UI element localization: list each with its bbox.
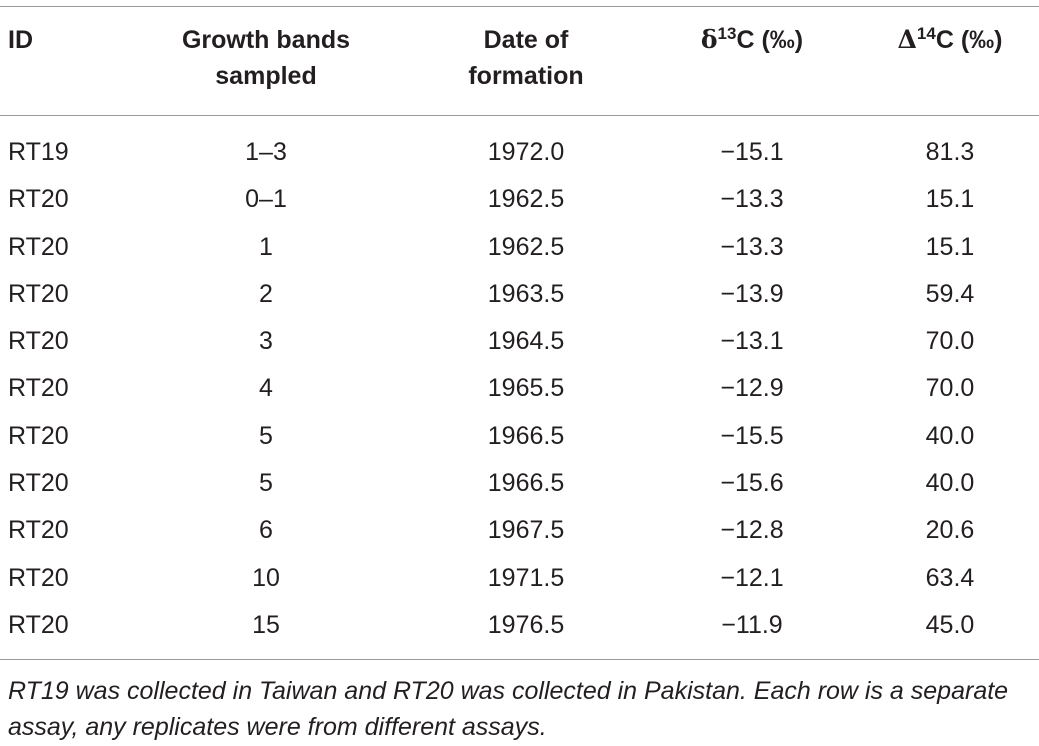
cell-delta13c: −12.8: [720, 516, 784, 545]
cell-growth-bands: 5: [259, 421, 273, 450]
cell-id: RT20: [8, 185, 69, 214]
cell-growth-bands: 1: [259, 232, 273, 261]
table-bottom-rule: [0, 659, 1039, 660]
cell-growth-bands: 4: [259, 374, 273, 403]
cell-date: 1966.5: [487, 421, 565, 450]
cell-date: 1965.5: [487, 374, 565, 403]
header-cap-delta14c: Δ14C (‰): [897, 24, 1003, 54]
cell-delta14c: 70.0: [925, 327, 975, 356]
cell-date: 1966.5: [487, 469, 565, 498]
cell-id: RT20: [8, 469, 69, 498]
cell-id: RT20: [8, 563, 69, 592]
header-delta13c: δ13C (‰): [700, 24, 804, 54]
cell-delta13c: −13.3: [720, 185, 784, 214]
cell-growth-bands: 1–3: [245, 138, 287, 166]
cell-delta13c: −13.3: [720, 232, 784, 261]
cell-id: RT20: [8, 374, 69, 403]
table-row: RT20 1 1962.5 −13.3 15.1: [0, 224, 1039, 271]
cell-date: 1976.5: [487, 610, 565, 639]
cell-delta13c: −12.9: [720, 374, 784, 403]
cell-delta14c: 15.1: [925, 232, 975, 261]
cell-id: RT20: [8, 610, 69, 639]
table-row: RT20 6 1967.5 −12.8 20.6: [0, 507, 1039, 554]
cell-date: 1962.5: [487, 232, 565, 261]
cell-growth-bands: 0–1: [245, 185, 287, 214]
table-row: RT20 10 1971.5 −12.1 63.4: [0, 555, 1039, 602]
cell-date: 1964.5: [487, 327, 565, 356]
table-row: RT20 15 1976.5 −11.9 45.0: [0, 602, 1039, 649]
table-row: RT20 2 1963.5 −13.9 59.4: [0, 271, 1039, 318]
table-header-row: ID Growth bands sampled Date of formatio…: [0, 22, 1039, 102]
table-header-rule: [0, 115, 1039, 116]
cell-delta14c: 20.6: [925, 516, 975, 545]
cell-delta14c: 59.4: [925, 279, 975, 308]
cell-id: RT20: [8, 279, 69, 308]
cell-id: RT19: [8, 138, 69, 166]
table-row: RT20 5 1966.5 −15.6 40.0: [0, 460, 1039, 507]
table-row: RT20 4 1965.5 −12.9 70.0: [0, 365, 1039, 412]
table-row: RT20 5 1966.5 −15.5 40.0: [0, 413, 1039, 460]
cell-date: 1962.5: [487, 185, 565, 214]
cell-id: RT20: [8, 232, 69, 261]
table-row: RT19 1–3 1972.0 −15.1 81.3: [0, 129, 1039, 176]
cell-delta13c: −13.1: [720, 327, 784, 356]
table-row: RT20 0–1 1962.5 −13.3 15.1: [0, 176, 1039, 223]
cell-id: RT20: [8, 516, 69, 545]
cell-delta13c: −15.5: [720, 421, 784, 450]
cell-date: 1963.5: [487, 279, 565, 308]
cell-delta13c: −11.9: [721, 610, 783, 639]
cell-id: RT20: [8, 421, 69, 450]
cell-delta14c: 81.3: [925, 138, 975, 166]
header-growth-bands: Growth bands sampled: [181, 26, 351, 90]
cell-delta14c: 70.0: [925, 374, 975, 403]
cell-growth-bands: 10: [252, 563, 280, 592]
cell-delta14c: 40.0: [925, 421, 975, 450]
cell-delta13c: −15.6: [720, 469, 784, 498]
cell-id: RT20: [8, 327, 69, 356]
table-body: RT19 1–3 1972.0 −15.1 81.3 RT20 0–1 1962…: [0, 129, 1039, 649]
table-row: RT20 3 1964.5 −13.1 70.0: [0, 318, 1039, 365]
cell-date: 1967.5: [487, 516, 565, 545]
cell-growth-bands: 2: [259, 279, 273, 308]
cell-delta14c: 63.4: [925, 563, 975, 592]
cell-delta14c: 45.0: [925, 610, 975, 639]
cell-date: 1972.0: [487, 138, 565, 166]
cell-delta13c: −15.1: [720, 138, 784, 166]
header-date-of-formation: Date of formation: [468, 26, 584, 90]
table-footnote: RT19 was collected in Taiwan and RT20 wa…: [8, 677, 1009, 741]
cell-delta13c: −12.1: [720, 563, 784, 592]
table-top-rule: [0, 6, 1039, 7]
cell-growth-bands: 5: [259, 469, 273, 498]
cell-growth-bands: 15: [252, 610, 280, 639]
cell-date: 1971.5: [487, 563, 565, 592]
cell-delta14c: 40.0: [925, 469, 975, 498]
cell-growth-bands: 3: [259, 327, 273, 356]
cell-delta14c: 15.1: [925, 185, 975, 214]
cell-delta13c: −13.9: [720, 279, 784, 308]
cell-growth-bands: 6: [259, 516, 273, 545]
header-id: ID: [8, 26, 33, 54]
